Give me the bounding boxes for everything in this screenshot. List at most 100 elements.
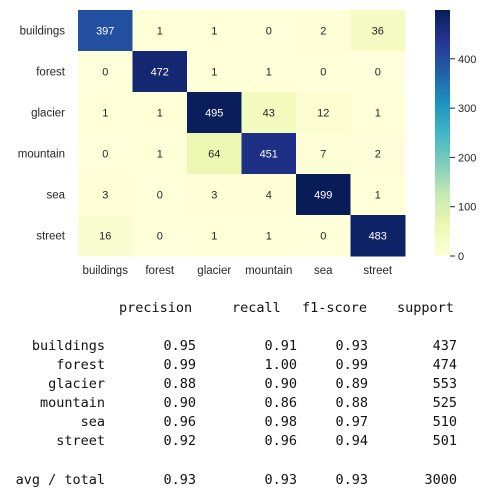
x-tick-label: buildings bbox=[83, 265, 129, 277]
heatmap-cell bbox=[241, 51, 297, 93]
heatmap-cell bbox=[241, 92, 297, 134]
report-precision-value: 0.99 bbox=[163, 357, 196, 373]
report-row-label: mountain bbox=[39, 395, 105, 411]
report-header-recall: recall bbox=[232, 300, 281, 316]
colorbar-tick-label: 0 bbox=[458, 251, 464, 263]
report-precision-value: 0.88 bbox=[163, 376, 196, 392]
heatmap-cell bbox=[132, 92, 188, 134]
report-row-label: sea bbox=[80, 414, 105, 430]
heatmap-cell bbox=[350, 10, 406, 52]
heatmap-cell-label: 1 bbox=[102, 108, 108, 120]
x-tick-label: street bbox=[363, 265, 393, 277]
heatmap-cell-label: 3 bbox=[102, 190, 108, 202]
report-row-label: buildings bbox=[31, 338, 105, 354]
heatmap-cell-label: 1 bbox=[266, 67, 272, 79]
heatmap-cell-label: 499 bbox=[314, 190, 332, 202]
heatmap-cell-label: 1 bbox=[266, 231, 272, 243]
report-recall-value: 0.96 bbox=[264, 433, 297, 449]
heatmap-cell bbox=[350, 92, 406, 134]
heatmap-cell bbox=[350, 174, 406, 216]
heatmap-cell-label: 1 bbox=[157, 26, 163, 38]
heatmap-cell bbox=[78, 10, 133, 52]
report-support-value: 437 bbox=[432, 338, 457, 354]
confusion-matrix-heatmap: 397 1 1 0 2 360 472 1 1 0 01 1 495 43 12 10 1 64 451 7 23 0 3 4… bbox=[18, 10, 476, 277]
report-precision-value: 0.92 bbox=[163, 433, 196, 449]
heatmap-cell bbox=[187, 92, 242, 134]
heatmap-cell bbox=[78, 174, 133, 216]
heatmap-cell-label: 472 bbox=[151, 67, 169, 79]
report-f1-value: 0.93 bbox=[335, 338, 368, 354]
report-support-value: 501 bbox=[432, 433, 457, 449]
report-recall-value: 0.98 bbox=[264, 414, 297, 430]
heatmap-cell-label: 495 bbox=[205, 108, 223, 120]
y-tick-label: buildings bbox=[20, 26, 66, 38]
heatmap-cell bbox=[132, 10, 188, 52]
classification-report: precision recall f1-score support buildi… bbox=[0, 290, 501, 503]
x-tick-label: forest bbox=[145, 265, 175, 277]
heatmap-cell bbox=[241, 174, 297, 216]
report-f1-value: 0.99 bbox=[335, 357, 368, 373]
heatmap-cell-label: 0 bbox=[102, 149, 108, 161]
heatmap-cell bbox=[296, 174, 351, 216]
report-support-value: 474 bbox=[432, 357, 457, 373]
heatmap-cell-label: 1 bbox=[211, 67, 217, 79]
colorbar-tick-label: 400 bbox=[458, 54, 476, 66]
heatmap-cell-label: 483 bbox=[369, 231, 387, 243]
heatmap-cell bbox=[296, 133, 351, 175]
report-row-label: avg / total bbox=[15, 472, 105, 488]
report-recall-value: 0.93 bbox=[264, 472, 297, 488]
heatmap-cell-label: 4 bbox=[266, 190, 272, 202]
heatmap-cell bbox=[296, 92, 351, 134]
colorbar-tick-label: 100 bbox=[458, 202, 476, 214]
heatmap-cell-label: 16 bbox=[99, 231, 111, 243]
heatmap-cell bbox=[350, 215, 406, 257]
y-tick-label: glacier bbox=[31, 108, 65, 120]
heatmap-cell-label: 451 bbox=[260, 149, 278, 161]
heatmap-cell bbox=[132, 215, 188, 257]
heatmap-cell-labels: 397 1 1 0 2 360 472 1 1 0 01 1 495 43 12 10 1 64 451 7 23 0 3 4… bbox=[96, 26, 387, 243]
heatmap-cell-label: 0 bbox=[320, 231, 326, 243]
heatmap-cell bbox=[78, 92, 133, 134]
heatmap-cell-label: 1 bbox=[211, 231, 217, 243]
heatmap-cell bbox=[78, 215, 133, 257]
report-recall-value: 0.91 bbox=[264, 338, 297, 354]
colorbar-tick-label: 200 bbox=[458, 152, 476, 164]
y-tick-label: forest bbox=[36, 67, 66, 79]
heatmap-cell bbox=[241, 10, 297, 52]
x-tick-label: glacier bbox=[197, 265, 231, 277]
heatmap-cell-label: 1 bbox=[375, 108, 381, 120]
colorbar-tick-label: 300 bbox=[458, 103, 476, 115]
y-axis-tick-labels: buildings forest glacier mountain sea street bbox=[18, 26, 66, 243]
heatmap-cell-label: 0 bbox=[102, 67, 108, 79]
heatmap-cell bbox=[78, 133, 133, 175]
report-f1-value: 0.89 bbox=[335, 376, 368, 392]
heatmap-cell-label: 1 bbox=[157, 108, 163, 120]
heatmap-cell bbox=[296, 10, 351, 52]
report-header-support: support bbox=[397, 300, 454, 316]
heatmap-cell-label: 36 bbox=[372, 26, 384, 38]
report-support-value: 510 bbox=[432, 414, 457, 430]
report-row-label: street bbox=[56, 433, 105, 449]
report-f1-value: 0.93 bbox=[335, 472, 368, 488]
report-recall-value: 0.86 bbox=[264, 395, 297, 411]
heatmap-cell bbox=[241, 133, 297, 175]
y-tick-label: mountain bbox=[18, 149, 65, 161]
heatmap-cell-label: 0 bbox=[266, 26, 272, 38]
heatmap-cell-label: 12 bbox=[317, 108, 329, 120]
heatmap-cell-label: 1 bbox=[375, 190, 381, 202]
x-tick-label: mountain bbox=[245, 265, 292, 277]
heatmap-cell bbox=[132, 133, 188, 175]
heatmap-cell bbox=[296, 51, 351, 93]
report-support-value: 525 bbox=[432, 395, 457, 411]
report-precision-value: 0.90 bbox=[163, 395, 196, 411]
report-header-f1-score: f1-score bbox=[302, 300, 368, 316]
heatmap-cell-label: 0 bbox=[157, 190, 163, 202]
heatmap-cell-label: 397 bbox=[96, 26, 114, 38]
heatmap-cell bbox=[132, 51, 188, 93]
heatmap-cell bbox=[296, 215, 351, 257]
report-recall-value: 0.90 bbox=[264, 376, 297, 392]
heatmap-cells bbox=[78, 10, 406, 257]
report-row-label: glacier bbox=[48, 376, 105, 392]
heatmap-cell bbox=[187, 10, 242, 52]
heatmap-cell-label: 0 bbox=[375, 67, 381, 79]
